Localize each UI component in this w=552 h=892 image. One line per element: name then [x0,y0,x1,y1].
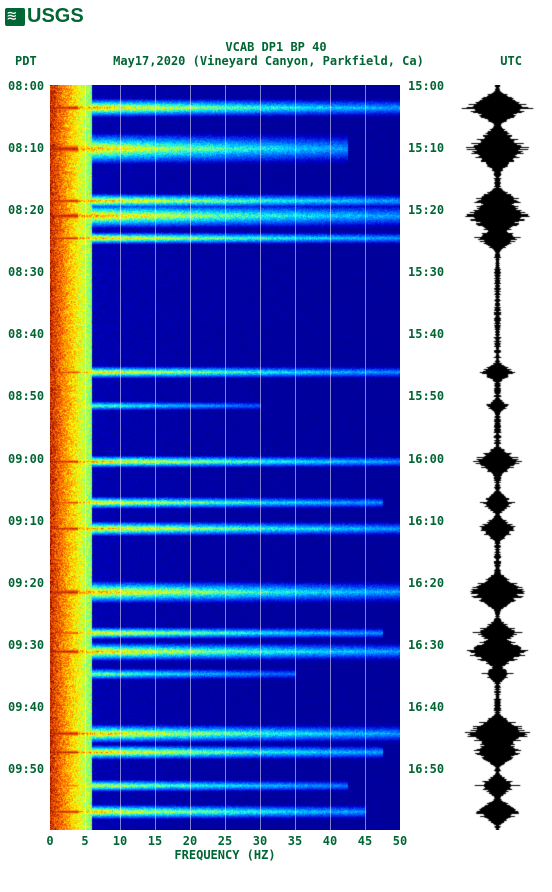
ytick-left: 09:50 [8,762,44,776]
xtick: 35 [288,834,302,848]
ytick-left: 08:10 [8,141,44,155]
xtick: 40 [323,834,337,848]
ytick-right: 16:00 [408,452,444,466]
header-row: PDT May17,2020 (Vineyard Canyon, Parkfie… [0,54,552,68]
ytick-left: 08:50 [8,389,44,403]
ytick-right: 15:00 [408,79,444,93]
xtick: 20 [183,834,197,848]
xtick: 45 [358,834,372,848]
wave-icon [5,8,25,26]
ytick-right: 16:40 [408,700,444,714]
ytick-right: 15:10 [408,141,444,155]
ytick-left: 09:20 [8,576,44,590]
ytick-right: 15:20 [408,203,444,217]
xtick: 25 [218,834,232,848]
ytick-left: 08:20 [8,203,44,217]
ytick-left: 09:40 [8,700,44,714]
ytick-left: 08:40 [8,327,44,341]
xtick: 50 [393,834,407,848]
xtick: 30 [253,834,267,848]
ytick-right: 16:50 [408,762,444,776]
waveform-chart [455,85,540,830]
ytick-right: 16:30 [408,638,444,652]
ytick-left: 09:10 [8,514,44,528]
ytick-right: 16:20 [408,576,444,590]
ytick-left: 08:00 [8,79,44,93]
tz-right-label: UTC [500,54,522,68]
xtick: 5 [81,834,88,848]
ytick-right: 16:10 [408,514,444,528]
xtick: 0 [46,834,53,848]
xtick: 15 [148,834,162,848]
spectrogram-canvas [50,85,400,830]
ytick-left: 09:00 [8,452,44,466]
chart-title: VCAB DP1 BP 40 [0,40,552,54]
ytick-left: 08:30 [8,265,44,279]
xtick: 10 [113,834,127,848]
waveform-canvas [455,85,540,830]
tz-left-label: PDT [15,54,37,68]
ytick-left: 09:30 [8,638,44,652]
ytick-right: 15:30 [408,265,444,279]
ytick-right: 15:50 [408,389,444,403]
x-axis-title: FREQUENCY (HZ) [174,848,275,862]
date-location: May17,2020 (Vineyard Canyon, Parkfield, … [113,54,424,68]
spectrogram-chart [50,85,400,830]
ytick-right: 15:40 [408,327,444,341]
logo-text: USGS [27,5,84,28]
usgs-logo: USGS [5,5,84,28]
